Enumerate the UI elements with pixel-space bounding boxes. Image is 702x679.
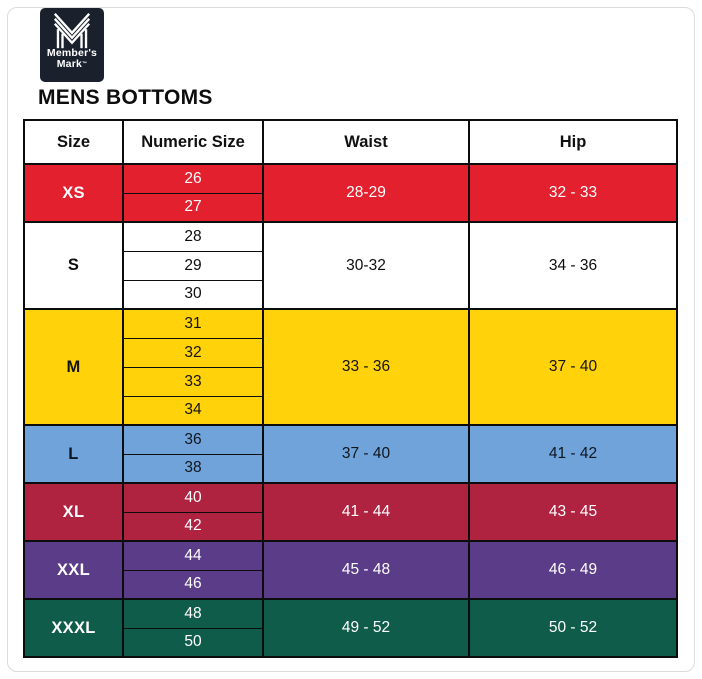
- numeric-size-cell: 30: [122, 279, 264, 309]
- col-header-waist: Waist: [262, 120, 470, 165]
- table-row: XXL 44 45 - 48 46 - 49: [23, 540, 678, 599]
- numeric-size-cell: 29: [122, 250, 264, 280]
- waist-range-xxxl: 49 - 52: [262, 598, 470, 657]
- numeric-size-cell: 42: [122, 511, 264, 541]
- numeric-size-cell: 46: [122, 569, 264, 599]
- numeric-size-cell: 33: [122, 366, 264, 396]
- hip-range-xxxl: 50 - 52: [468, 598, 678, 657]
- trademark-symbol: ™: [82, 61, 88, 67]
- brand-name-mark: Mark: [56, 58, 83, 70]
- size-label-s: S: [23, 221, 124, 309]
- hip-range-m: 37 - 40: [468, 308, 678, 425]
- waist-range-s: 30-32: [262, 221, 470, 309]
- numeric-size-cell: 31: [122, 308, 264, 338]
- table-row: XXXL 48 49 - 52 50 - 52: [23, 598, 678, 657]
- brand-logo: Member's Mark™: [40, 8, 104, 82]
- size-label-xxl: XXL: [23, 540, 124, 599]
- members-mark-m-icon: [53, 13, 91, 49]
- hip-range-xs: 32 - 33: [468, 163, 678, 222]
- size-label-m: M: [23, 308, 124, 425]
- hip-range-s: 34 - 36: [468, 221, 678, 309]
- numeric-size-cell: 50: [122, 627, 264, 657]
- col-header-size: Size: [23, 120, 124, 165]
- numeric-size-cell: 44: [122, 540, 264, 570]
- numeric-size-cell: 40: [122, 482, 264, 512]
- numeric-size-cell: 32: [122, 337, 264, 367]
- waist-range-xxl: 45 - 48: [262, 540, 470, 599]
- brand-name: Member's Mark™: [47, 48, 97, 70]
- header-row: Size Numeric Size Waist Hip: [23, 120, 678, 165]
- numeric-size-cell: 36: [122, 424, 264, 454]
- hip-range-xl: 43 - 45: [468, 482, 678, 541]
- waist-range-l: 37 - 40: [262, 424, 470, 483]
- hip-range-l: 41 - 42: [468, 424, 678, 483]
- numeric-size-cell: 38: [122, 453, 264, 483]
- size-label-xs: XS: [23, 163, 124, 222]
- numeric-size-cell: 26: [122, 163, 264, 193]
- table-row: L 36 37 - 40 41 - 42: [23, 424, 678, 483]
- waist-range-xl: 41 - 44: [262, 482, 470, 541]
- table-row: S 28 30-32 34 - 36: [23, 221, 678, 309]
- size-label-xxxl: XXXL: [23, 598, 124, 657]
- hip-range-xxl: 46 - 49: [468, 540, 678, 599]
- numeric-size-cell: 34: [122, 395, 264, 425]
- numeric-size-cell: 28: [122, 221, 264, 251]
- table-row: M 31 33 - 36 37 - 40: [23, 308, 678, 425]
- table-row: XS 26 28-29 32 - 33: [23, 163, 678, 222]
- size-chart-table: Size Numeric Size Waist Hip XS 26 28-29 …: [23, 119, 678, 658]
- table-row: XL 40 41 - 44 43 - 45: [23, 482, 678, 541]
- col-header-numeric-size: Numeric Size: [122, 120, 264, 165]
- brand-name-line2: Mark™: [47, 59, 97, 70]
- size-label-l: L: [23, 424, 124, 483]
- waist-range-m: 33 - 36: [262, 308, 470, 425]
- waist-range-xs: 28-29: [262, 163, 470, 222]
- col-header-hip: Hip: [468, 120, 678, 165]
- numeric-size-cell: 48: [122, 598, 264, 628]
- numeric-size-cell: 27: [122, 192, 264, 222]
- brand-name-line1: Member's: [46, 47, 98, 59]
- size-label-xl: XL: [23, 482, 124, 541]
- page-title: MENS BOTTOMS: [38, 86, 213, 109]
